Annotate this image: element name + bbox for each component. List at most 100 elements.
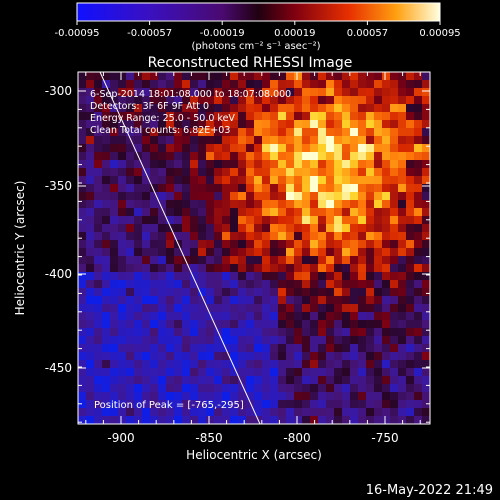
image-pixel bbox=[398, 336, 407, 345]
image-pixel bbox=[310, 376, 319, 385]
image-pixel bbox=[310, 288, 319, 297]
image-pixel bbox=[302, 384, 311, 393]
image-pixel bbox=[270, 256, 279, 265]
image-pixel bbox=[286, 408, 295, 417]
image-pixel bbox=[422, 200, 430, 209]
image-pixel bbox=[206, 184, 215, 193]
image-pixel bbox=[270, 312, 279, 321]
image-pixel bbox=[358, 352, 367, 361]
image-pixel bbox=[246, 336, 255, 345]
image-pixel bbox=[366, 392, 375, 401]
image-pixel bbox=[174, 256, 183, 265]
image-pixel bbox=[398, 272, 407, 281]
image-pixel bbox=[142, 184, 151, 193]
image-pixel bbox=[406, 320, 415, 329]
image-pixel bbox=[286, 120, 295, 129]
image-pixel bbox=[414, 392, 423, 401]
image-pixel bbox=[390, 280, 399, 289]
image-pixel bbox=[134, 336, 143, 345]
image-pixel bbox=[414, 240, 423, 249]
image-pixel bbox=[318, 120, 327, 129]
image-pixel bbox=[102, 136, 111, 145]
image-pixel bbox=[358, 128, 367, 137]
image-pixel bbox=[110, 232, 119, 241]
image-pixel bbox=[254, 360, 263, 369]
image-pixel bbox=[262, 144, 271, 153]
image-pixel bbox=[334, 400, 343, 409]
image-pixel bbox=[390, 104, 399, 113]
image-pixel bbox=[302, 176, 311, 185]
image-pixel bbox=[134, 352, 143, 361]
image-pixel bbox=[182, 168, 191, 177]
image-pixel bbox=[366, 216, 375, 225]
image-pixel bbox=[78, 248, 87, 257]
image-pixel bbox=[190, 296, 199, 305]
image-pixel bbox=[286, 360, 295, 369]
image-pixel bbox=[142, 328, 151, 337]
image-pixel bbox=[150, 176, 159, 185]
image-pixel bbox=[142, 80, 151, 89]
image-pixel bbox=[110, 408, 119, 417]
image-pixel bbox=[190, 256, 199, 265]
image-pixel bbox=[142, 408, 151, 417]
image-pixel bbox=[174, 200, 183, 209]
image-pixel bbox=[230, 256, 239, 265]
image-pixel bbox=[398, 400, 407, 409]
image-pixel bbox=[358, 288, 367, 297]
image-pixel bbox=[86, 80, 95, 89]
image-pixel bbox=[382, 160, 391, 169]
image-pixel bbox=[230, 352, 239, 361]
image-pixel bbox=[102, 296, 111, 305]
image-pixel bbox=[262, 264, 271, 273]
image-pixel bbox=[214, 272, 223, 281]
image-pixel bbox=[390, 144, 399, 153]
image-pixel bbox=[182, 96, 191, 105]
image-pixel bbox=[150, 152, 159, 161]
image-pixel bbox=[78, 232, 87, 241]
image-pixel bbox=[326, 336, 335, 345]
image-pixel bbox=[374, 208, 383, 217]
image-pixel bbox=[86, 392, 95, 401]
image-pixel bbox=[422, 368, 430, 377]
image-pixel bbox=[110, 280, 119, 289]
image-pixel bbox=[390, 312, 399, 321]
image-pixel bbox=[150, 264, 159, 273]
image-pixel bbox=[158, 224, 167, 233]
image-pixel bbox=[214, 360, 223, 369]
image-pixel bbox=[382, 264, 391, 273]
image-pixel bbox=[78, 224, 87, 233]
image-pixel bbox=[414, 304, 423, 313]
image-pixel bbox=[198, 192, 207, 201]
image-pixel bbox=[230, 336, 239, 345]
image-pixel bbox=[118, 104, 127, 113]
image-pixel bbox=[214, 80, 223, 89]
image-pixel bbox=[318, 336, 327, 345]
image-pixel bbox=[230, 384, 239, 393]
image-pixel bbox=[86, 352, 95, 361]
image-pixel bbox=[302, 312, 311, 321]
image-pixel bbox=[278, 168, 287, 177]
image-pixel bbox=[206, 160, 215, 169]
image-pixel bbox=[86, 280, 95, 289]
image-pixel bbox=[214, 104, 223, 113]
image-pixel bbox=[254, 72, 263, 81]
image-pixel bbox=[78, 416, 87, 424]
image-pixel bbox=[102, 224, 111, 233]
image-pixel bbox=[262, 360, 271, 369]
image-pixel bbox=[150, 168, 159, 177]
image-pixel bbox=[206, 384, 215, 393]
image-pixel bbox=[142, 264, 151, 273]
image-pixel bbox=[166, 240, 175, 249]
image-pixel bbox=[110, 400, 119, 409]
image-pixel bbox=[86, 184, 95, 193]
image-pixel bbox=[78, 320, 87, 329]
image-pixel bbox=[174, 128, 183, 137]
image-pixel bbox=[294, 208, 303, 217]
image-pixel bbox=[246, 192, 255, 201]
image-pixel bbox=[374, 272, 383, 281]
image-pixel bbox=[350, 408, 359, 417]
image-pixel bbox=[222, 400, 231, 409]
image-pixel bbox=[310, 176, 319, 185]
image-pixel bbox=[422, 312, 430, 321]
image-pixel bbox=[166, 416, 175, 424]
